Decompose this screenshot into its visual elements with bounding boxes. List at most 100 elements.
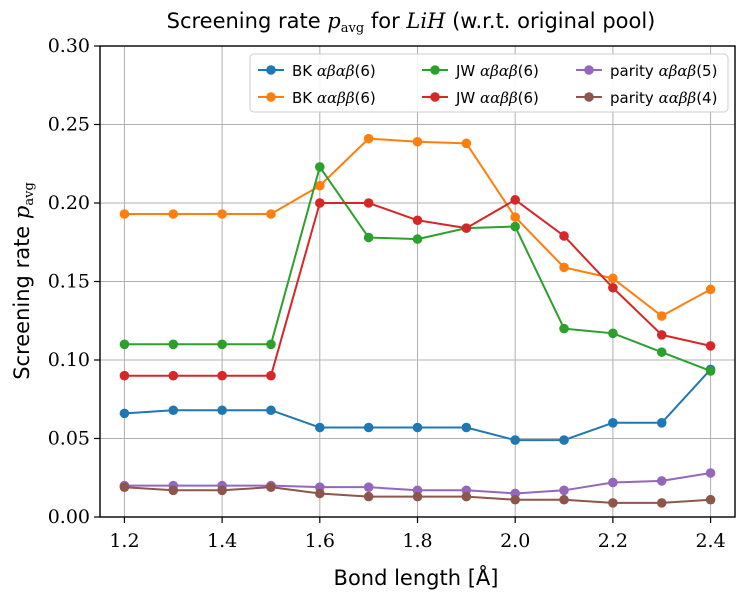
legend-swatch-marker [584, 92, 594, 102]
data-point [510, 435, 520, 445]
data-point [119, 209, 130, 219]
data-point [461, 138, 472, 149]
data-point [559, 231, 569, 241]
data-point [266, 405, 276, 416]
legend-label: BK αβαβ(6) [292, 62, 376, 80]
x-tick-label: 2.0 [500, 530, 530, 552]
data-point [363, 232, 374, 243]
x-axis-ticks: 1.2 1.4 1.6 1.8 2.0 2.2 2.4 [109, 517, 726, 552]
legend-label: JW αβαβ(6) [455, 62, 539, 80]
data-point [217, 405, 227, 416]
y-axis-label: Screening rate pavg [10, 182, 37, 380]
data-point [217, 370, 227, 381]
data-point [119, 339, 130, 350]
y-tick-label: 0.30 [48, 35, 90, 57]
data-point [315, 180, 325, 191]
series-layer [119, 133, 716, 508]
legend-swatch-marker [430, 92, 440, 102]
data-point [412, 234, 423, 244]
grid-lines [100, 45, 735, 518]
data-point [363, 198, 374, 208]
series-1 [119, 364, 716, 445]
data-point [559, 494, 569, 505]
data-point [266, 370, 276, 381]
data-point [656, 418, 667, 428]
legend-label: parity αβαβ(5) [610, 62, 717, 80]
data-point [705, 494, 716, 505]
series-4 [119, 195, 716, 381]
data-point [119, 482, 130, 492]
data-point [559, 435, 569, 445]
data-point [119, 370, 130, 381]
data-point [608, 282, 618, 293]
legend-item: parity ααββ(4) [576, 89, 717, 107]
x-tick-label: 1.4 [207, 530, 237, 552]
data-point [363, 482, 374, 492]
data-point [510, 212, 520, 222]
data-point [363, 133, 374, 144]
data-point [705, 366, 716, 376]
data-point [656, 311, 667, 321]
data-point [168, 405, 179, 416]
data-point [559, 323, 569, 334]
data-point [217, 485, 227, 496]
data-point [656, 330, 667, 340]
data-point [412, 422, 423, 433]
data-point [705, 468, 716, 478]
data-point [168, 209, 179, 219]
data-point [168, 370, 179, 381]
x-tick-label: 1.8 [402, 530, 432, 552]
legend-item: JW αβαβ(6) [422, 62, 539, 80]
data-point [705, 341, 716, 351]
data-point [559, 262, 569, 273]
y-tick-label: 0.15 [48, 271, 90, 293]
legend-swatch-marker [584, 65, 594, 75]
legend-item: JW ααββ(6) [422, 89, 539, 107]
data-point [608, 418, 618, 428]
data-point [510, 195, 520, 205]
x-axis-label: Bond length [Å] [334, 564, 499, 590]
data-point [217, 339, 227, 350]
data-point [168, 339, 179, 350]
data-point [363, 491, 374, 502]
data-point [608, 273, 618, 284]
legend-swatch-marker [266, 65, 276, 75]
data-point [705, 284, 716, 295]
legend-box [249, 53, 729, 113]
data-point [608, 498, 618, 508]
data-point [461, 223, 472, 233]
legend-swatch-marker [430, 65, 440, 75]
data-point [266, 482, 276, 492]
data-point [656, 347, 667, 357]
legend-label: JW ααββ(6) [455, 89, 539, 107]
x-tick-label: 1.2 [109, 530, 139, 552]
data-point [461, 422, 472, 433]
y-tick-label: 0.05 [48, 428, 90, 450]
series-6 [119, 482, 716, 508]
data-point [119, 408, 130, 419]
y-tick-label: 0.10 [48, 349, 90, 371]
legend-label: parity ααββ(4) [610, 89, 717, 107]
series-2 [119, 133, 716, 321]
x-tick-label: 2.4 [695, 530, 725, 552]
data-point [217, 209, 227, 219]
data-point [461, 491, 472, 502]
data-point [559, 485, 569, 496]
x-tick-label: 2.2 [598, 530, 628, 552]
data-point [608, 328, 618, 339]
legend-label: BK ααββ(6) [292, 89, 376, 107]
data-point [266, 339, 276, 350]
legend-swatch-marker [266, 92, 276, 102]
data-point [315, 198, 325, 208]
data-point [315, 422, 325, 433]
legend-item: BK ααββ(6) [258, 89, 376, 107]
data-point [510, 494, 520, 505]
data-point [412, 491, 423, 502]
data-point [412, 136, 423, 147]
y-tick-label: 0.20 [48, 192, 90, 214]
data-point [656, 498, 667, 508]
legend: BK αβαβ(6) BK ααββ(6) JW αβαβ(6) JW ααββ(6)… [249, 53, 729, 113]
data-point [608, 477, 618, 488]
